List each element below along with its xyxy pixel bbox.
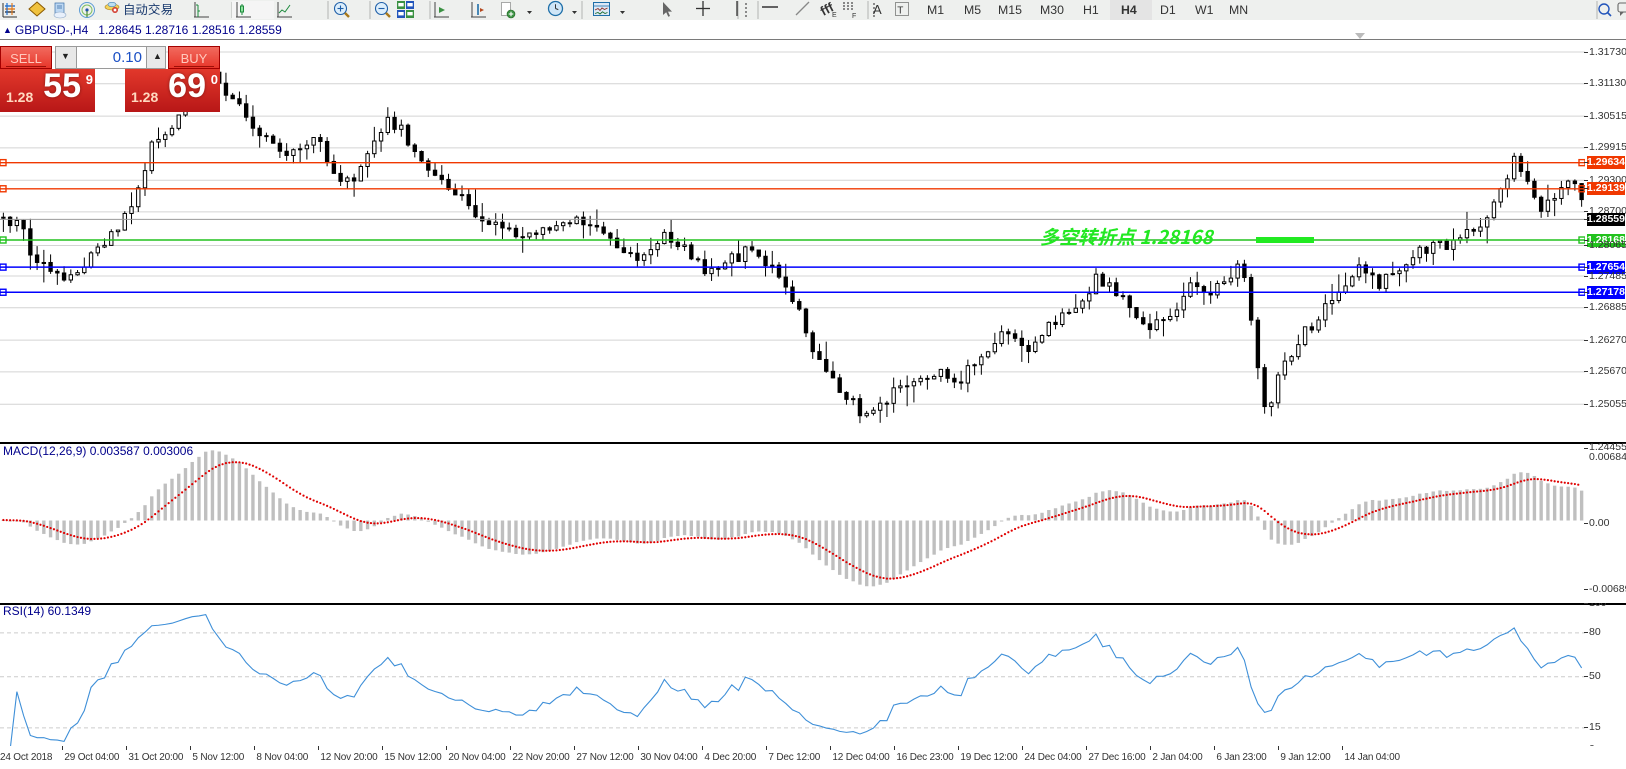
svg-text:M1: M1 [927, 3, 944, 17]
svg-text:自动交易: 自动交易 [123, 0, 173, 18]
svg-text:A: A [873, 2, 882, 17]
svg-text:MN: MN [1229, 3, 1248, 17]
svg-text:T: T [897, 6, 903, 17]
svg-text:D1: D1 [1160, 3, 1176, 17]
svg-text:H1: H1 [1083, 3, 1099, 17]
svg-text:W1: W1 [1195, 3, 1214, 17]
svg-text:H4: H4 [1121, 3, 1137, 17]
svg-text:M5: M5 [964, 3, 981, 17]
svg-text:F: F [852, 13, 856, 20]
svg-text:M15: M15 [998, 3, 1022, 17]
svg-text:M30: M30 [1040, 3, 1064, 17]
svg-text:E: E [832, 12, 837, 19]
